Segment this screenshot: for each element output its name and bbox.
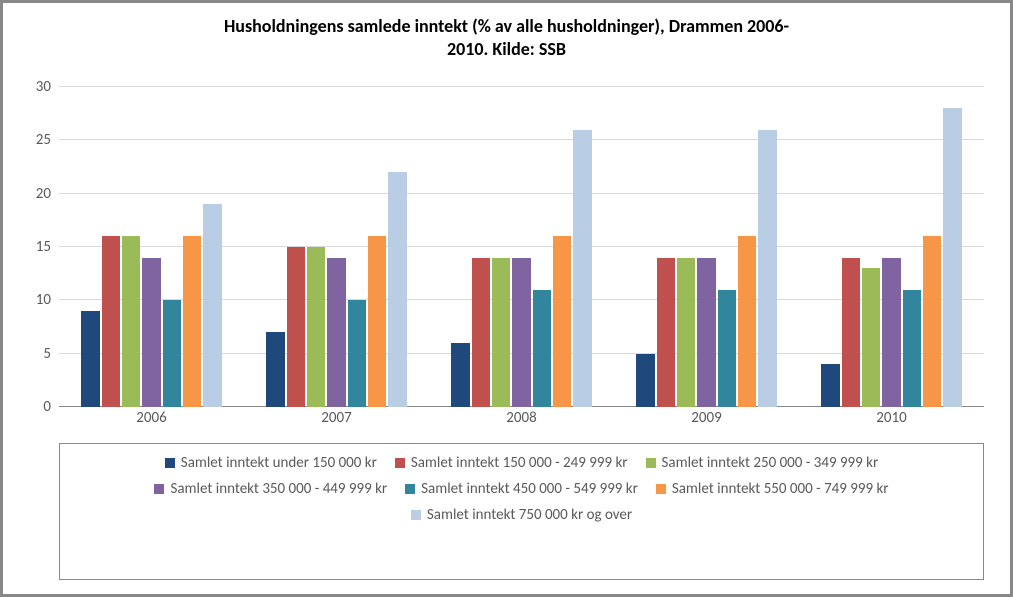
bar: [882, 258, 900, 407]
bar-group: [799, 87, 984, 407]
bar: [943, 108, 961, 407]
bar: [862, 268, 880, 407]
bar: [266, 332, 284, 407]
bar: [368, 236, 386, 407]
bar: [657, 258, 675, 407]
bar: [203, 204, 221, 407]
legend-label: Samlet inntekt 750 000 kr og over: [427, 506, 632, 524]
bars: [81, 87, 222, 407]
legend-label: Samlet inntekt 350 000 - 449 999 kr: [170, 480, 387, 498]
legend-swatch-icon: [411, 510, 421, 520]
legend-swatch-icon: [165, 458, 175, 468]
bar-group: [429, 87, 614, 407]
bar: [163, 300, 181, 407]
legend-label: Samlet inntekt 250 000 - 349 999 kr: [662, 454, 879, 472]
plot-area-wrap: 051015202530: [59, 87, 984, 407]
y-tick-label: 20: [36, 185, 59, 203]
legend-item: Samlet inntekt 150 000 - 249 999 kr: [395, 454, 628, 472]
x-tick-label: 2006: [59, 409, 244, 427]
bar: [842, 258, 860, 407]
legend-label: Samlet inntekt 450 000 - 549 999 kr: [421, 480, 638, 498]
bar: [492, 258, 510, 407]
y-tick-label: 0: [43, 398, 59, 416]
legend-item: Samlet inntekt under 150 000 kr: [165, 454, 377, 472]
bar: [142, 258, 160, 407]
legend-item: Samlet inntekt 550 000 - 749 999 kr: [656, 480, 889, 498]
y-tick-label: 30: [36, 78, 59, 96]
chart-title: Husholdningens samlede inntekt (% av all…: [9, 9, 1004, 60]
bar-groups: [59, 87, 984, 407]
chart-inner: Husholdningens samlede inntekt (% av all…: [9, 9, 1004, 588]
x-tick-label: 2009: [614, 409, 799, 427]
bar: [81, 311, 99, 407]
bar: [821, 364, 839, 407]
bar: [348, 300, 366, 407]
bar: [472, 258, 490, 407]
legend: Samlet inntekt under 150 000 kr Samlet in…: [59, 443, 984, 580]
bar: [327, 258, 345, 407]
bars: [451, 87, 592, 407]
x-tick-label: 2007: [244, 409, 429, 427]
bar: [903, 290, 921, 407]
bar: [677, 258, 695, 407]
bar: [758, 130, 776, 407]
legend-item: Samlet inntekt 450 000 - 549 999 kr: [405, 480, 638, 498]
bar: [718, 290, 736, 407]
bar: [636, 354, 654, 407]
legend-label: Samlet inntekt 150 000 - 249 999 kr: [411, 454, 628, 472]
bars: [821, 87, 962, 407]
legend-item: Samlet inntekt 350 000 - 449 999 kr: [154, 480, 387, 498]
bar: [923, 236, 941, 407]
x-axis-labels: 20062007200820092010: [59, 409, 984, 427]
legend-swatch-icon: [646, 458, 656, 468]
bar: [102, 236, 120, 407]
legend-swatch-icon: [154, 484, 164, 494]
x-tick-label: 2008: [429, 409, 614, 427]
legend-item: Samlet inntekt 750 000 kr og over: [411, 506, 632, 524]
legend-label: Samlet inntekt 550 000 - 749 999 kr: [672, 480, 889, 498]
y-tick-label: 15: [36, 238, 59, 256]
x-tick-label: 2010: [799, 409, 984, 427]
legend-swatch-icon: [656, 484, 666, 494]
y-tick-label: 5: [43, 345, 59, 363]
legend-swatch-icon: [405, 484, 415, 494]
bar: [183, 236, 201, 407]
chart-title-line2: 2010. Kilde: SSB: [9, 38, 1004, 61]
chart-title-line1: Husholdningens samlede inntekt (% av all…: [9, 15, 1004, 38]
bar-group: [59, 87, 244, 407]
chart-container: Husholdningens samlede inntekt (% av all…: [0, 0, 1013, 597]
y-tick-label: 10: [36, 291, 59, 309]
bar: [307, 247, 325, 407]
bars: [636, 87, 777, 407]
bar: [388, 172, 406, 407]
legend-label: Samlet inntekt under 150 000 kr: [181, 454, 377, 472]
bar-group: [244, 87, 429, 407]
bar: [451, 343, 469, 407]
legend-swatch-icon: [395, 458, 405, 468]
y-tick-label: 25: [36, 131, 59, 149]
bar: [533, 290, 551, 407]
bar: [287, 247, 305, 407]
bars: [266, 87, 407, 407]
bar: [512, 258, 530, 407]
bar: [697, 258, 715, 407]
legend-item: Samlet inntekt 250 000 - 349 999 kr: [646, 454, 879, 472]
bar: [573, 130, 591, 407]
bar: [738, 236, 756, 407]
bar: [122, 236, 140, 407]
bar: [553, 236, 571, 407]
bar-group: [614, 87, 799, 407]
